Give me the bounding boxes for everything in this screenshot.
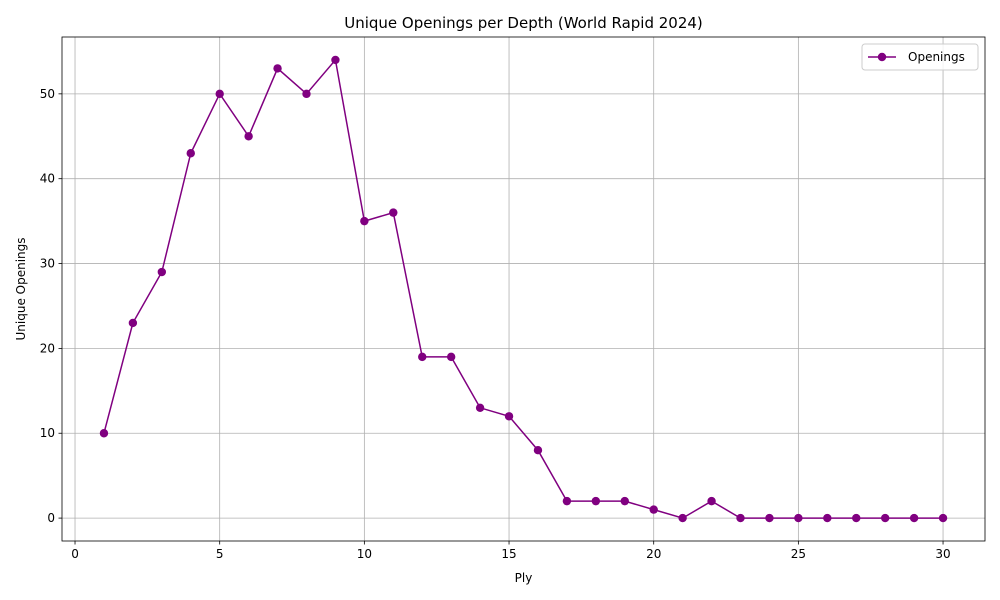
data-point (852, 513, 861, 523)
x-tick-label: 20 (646, 547, 661, 561)
data-point (620, 496, 629, 506)
data-point (244, 132, 253, 141)
y-tick-label: 10 (40, 426, 55, 440)
data-point (215, 89, 224, 99)
x-tick-label: 25 (791, 547, 806, 561)
data-point (938, 513, 948, 523)
y-tick-label: 50 (40, 87, 55, 101)
chart-title: Unique Openings per Depth (World Rapid 2… (344, 14, 703, 32)
x-tick-label: 0 (71, 547, 79, 561)
data-point (736, 513, 745, 523)
data-point (880, 513, 890, 523)
x-tick-label: 30 (935, 547, 950, 561)
y-tick-label: 40 (40, 172, 55, 186)
y-tick-label: 0 (47, 511, 55, 525)
grid-lines (62, 37, 985, 541)
legend-entry-openings: Openings (908, 50, 965, 64)
y-tick-label: 20 (40, 341, 55, 355)
series-line-openings (103, 58, 944, 519)
data-point (389, 208, 398, 217)
x-axis-ticks: 0 5 10 15 20 25 30 (71, 541, 951, 561)
y-axis-label: Unique Openings (14, 237, 28, 340)
x-tick-label: 15 (501, 547, 516, 561)
data-point (562, 496, 572, 506)
x-tick-label: 10 (357, 547, 372, 561)
data-point (823, 513, 832, 523)
x-tick-label: 5 (216, 547, 224, 561)
legend-point-marker (877, 52, 887, 62)
y-axis-ticks: 0 10 20 30 40 50 (40, 87, 62, 525)
data-point (186, 149, 195, 158)
data-point (591, 496, 601, 506)
data-point (273, 64, 282, 73)
data-point (678, 513, 687, 523)
data-point (446, 352, 456, 362)
data-point (909, 513, 919, 523)
x-axis-label: Ply (515, 571, 533, 585)
data-point (128, 318, 138, 328)
data-point (360, 216, 369, 226)
data-point (302, 89, 311, 99)
legend-box (861, 43, 979, 71)
plot-frame (61, 36, 986, 542)
data-point (765, 513, 774, 523)
data-point (504, 412, 514, 421)
data-point (418, 352, 427, 362)
data-point (649, 505, 658, 514)
series-layer (99, 55, 948, 523)
data-point (475, 403, 485, 412)
data-point (331, 55, 340, 65)
data-point (157, 267, 167, 277)
data-point (99, 429, 109, 438)
data-point (794, 513, 803, 523)
legend: Openings (861, 43, 979, 71)
data-point (533, 446, 543, 455)
data-point (707, 496, 716, 506)
y-tick-label: 30 (40, 257, 55, 271)
